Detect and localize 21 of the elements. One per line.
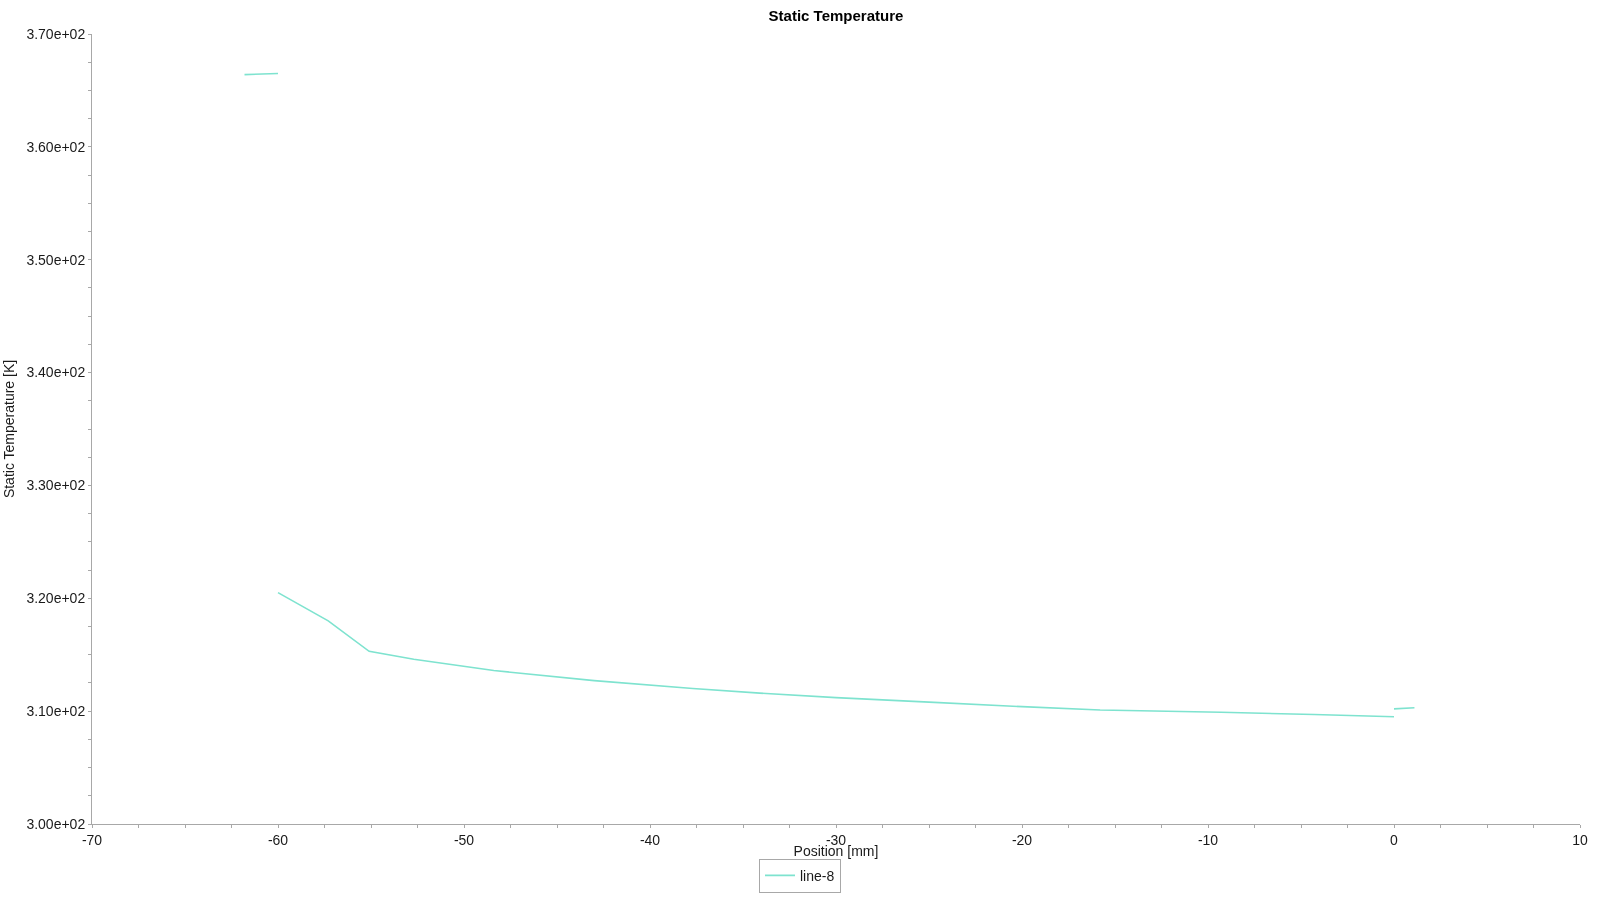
y-tick-label: 3.40e+02 bbox=[26, 364, 86, 381]
y-tick-label: 3.60e+02 bbox=[26, 138, 86, 155]
y-tick-label: 3.70e+02 bbox=[26, 25, 86, 42]
y-axis-title: Static Temperature [K] bbox=[1, 359, 17, 499]
x-tick-label: -20 bbox=[1011, 831, 1033, 848]
x-tick-label: -40 bbox=[639, 831, 661, 848]
x-tick-label: -70 bbox=[81, 831, 103, 848]
x-tick-label: -30 bbox=[825, 831, 847, 848]
x-tick-label: -10 bbox=[1197, 831, 1219, 848]
y-tick-label: 3.00e+02 bbox=[26, 815, 86, 832]
y-tick-label: 3.10e+02 bbox=[26, 703, 86, 720]
y-tick-label: 3.50e+02 bbox=[26, 251, 86, 268]
chart-title: Static Temperature bbox=[768, 7, 904, 25]
x-tick-label: -50 bbox=[453, 831, 475, 848]
x-tick-label: 10 bbox=[1572, 831, 1588, 848]
x-tick-label: 0 bbox=[1390, 831, 1399, 848]
y-tick-label: 3.20e+02 bbox=[26, 590, 86, 607]
x-tick-label: -60 bbox=[267, 831, 289, 848]
y-tick-label: 3.30e+02 bbox=[26, 477, 86, 494]
legend-label: line-8 bbox=[800, 867, 835, 884]
line-series bbox=[277, 591, 1395, 718]
